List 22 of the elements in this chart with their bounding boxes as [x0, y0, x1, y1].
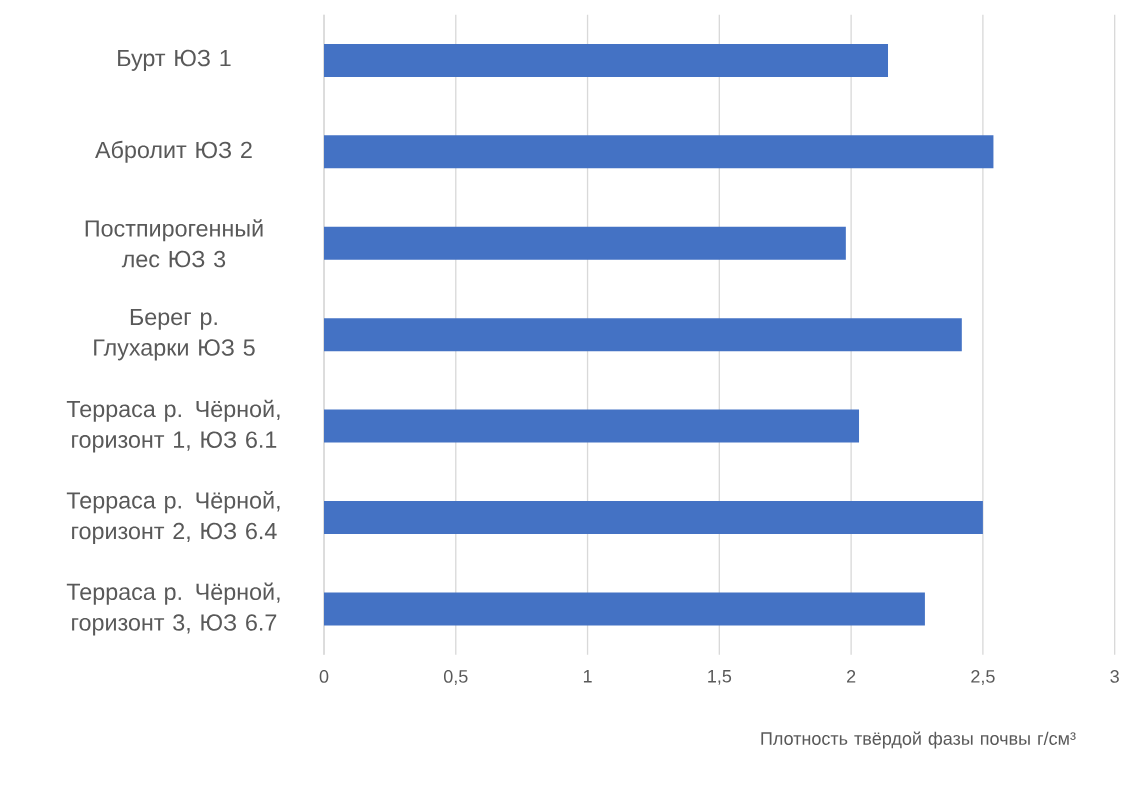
bar: [324, 501, 983, 535]
x-tick-label: 0: [319, 670, 329, 683]
x-tick-label: 1,5: [708, 670, 732, 685]
y-tick-label: Берег р. Глухарки ЮЗ 5: [94, 308, 255, 361]
y-tick-label: Терраса р. Чёрной, горизонт 2, ЮЗ 6.4: [66, 491, 280, 544]
x-tick-label: 1: [583, 670, 592, 683]
x-tick-label: 0,5: [443, 670, 468, 685]
x-axis-title: Плотность твёрдой фазы почвы г/см³: [761, 731, 1076, 749]
x-tick-label: 2: [847, 670, 856, 683]
bar: [324, 226, 846, 260]
bar: [324, 409, 860, 443]
bar: [324, 43, 889, 77]
x-tick-label: 2,5: [971, 670, 995, 685]
x-tick-label: 3: [1110, 670, 1119, 683]
y-tick-label: Абролит ЮЗ 2: [95, 140, 252, 163]
bar: [324, 318, 962, 352]
y-tick-label: Бурт ЮЗ 1: [118, 49, 231, 71]
y-tick-label: Терраса р. Чёрной, горизонт 1, ЮЗ 6.1: [66, 399, 280, 453]
bar: [324, 135, 994, 169]
y-tick-label: Постпирогенный лес ЮЗ 3: [85, 219, 263, 268]
bar: [324, 592, 925, 626]
y-tick-label: Терраса р. Чёрной, горизонт 3, ЮЗ 6.7: [66, 582, 280, 636]
